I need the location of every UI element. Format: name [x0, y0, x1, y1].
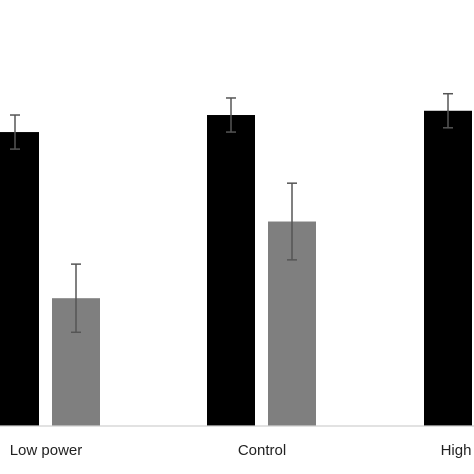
x-tick-labels: Low power Control High	[10, 442, 472, 459]
bar-series1-control	[207, 115, 255, 427]
error-bar-series1-control	[226, 97, 236, 133]
bar-series1-low-power	[0, 132, 39, 426]
error-bar-series2-control	[287, 182, 297, 261]
bars-layer	[0, 110, 472, 427]
bar-series1-high	[424, 110, 472, 426]
error-bar-series1-high	[443, 92, 453, 129]
error-bar-series1-low-power	[10, 114, 20, 150]
x-tick-label: High	[441, 442, 472, 459]
error-bars-layer	[10, 92, 453, 334]
x-tick-label: Low power	[10, 442, 83, 459]
x-tick-label: Control	[238, 442, 286, 459]
error-bar-series2-low-power	[71, 263, 81, 334]
